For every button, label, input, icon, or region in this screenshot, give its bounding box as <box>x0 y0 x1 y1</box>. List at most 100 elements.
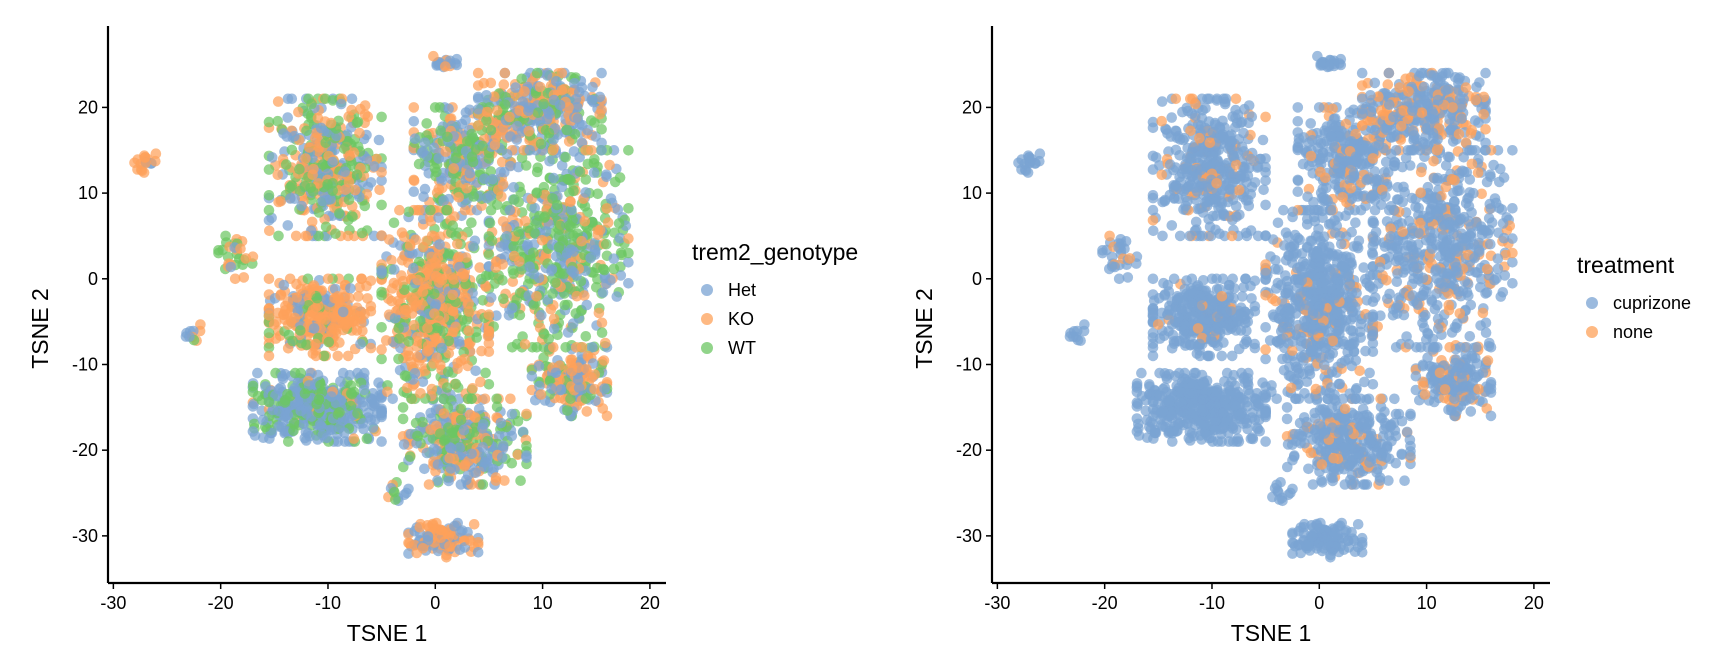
data-point <box>278 279 290 291</box>
data-point <box>238 272 250 283</box>
data-point <box>436 342 448 354</box>
data-point <box>506 430 518 442</box>
data-point <box>508 250 520 262</box>
data-point <box>587 81 598 93</box>
data-point <box>531 67 543 79</box>
data-point <box>586 115 597 126</box>
data-point <box>306 216 318 228</box>
data-point <box>268 319 280 330</box>
data-point <box>477 441 489 453</box>
data-point <box>400 308 411 320</box>
data-point <box>477 479 489 490</box>
data-point <box>459 353 470 365</box>
data-point <box>1292 174 1304 186</box>
legend-key-het <box>701 284 713 296</box>
data-point <box>296 200 307 212</box>
legend-label-het: Het <box>728 280 756 300</box>
data-point <box>277 373 289 385</box>
data-point <box>548 172 559 184</box>
data-point <box>444 541 455 552</box>
data-point <box>623 278 634 289</box>
data-point <box>593 307 605 319</box>
data-point <box>519 338 531 350</box>
data-point <box>403 206 415 218</box>
data-point <box>604 159 615 171</box>
data-point <box>567 318 579 329</box>
data-point <box>376 267 388 279</box>
data-point <box>411 351 423 363</box>
data-point <box>408 174 420 186</box>
data-point <box>425 204 436 216</box>
data-point <box>483 309 495 321</box>
data-point <box>544 155 555 167</box>
data-point <box>421 150 433 162</box>
data-point <box>308 323 320 334</box>
data-point <box>304 142 315 153</box>
data-point <box>290 230 302 242</box>
data-point <box>343 214 354 226</box>
data-point <box>272 115 284 127</box>
data-point <box>554 220 566 232</box>
data-point <box>571 342 582 353</box>
data-point <box>623 257 634 268</box>
data-point <box>431 322 443 334</box>
data-point <box>449 520 460 532</box>
data-point <box>442 131 453 143</box>
data-point <box>576 82 588 93</box>
data-point <box>450 378 462 390</box>
data-point <box>294 163 305 175</box>
data-point <box>356 273 367 285</box>
data-point <box>551 76 562 87</box>
data-point <box>330 228 341 239</box>
data-point <box>470 412 481 423</box>
data-point <box>311 292 323 304</box>
data-point <box>365 301 377 312</box>
data-point <box>450 153 461 164</box>
data-point <box>556 85 568 96</box>
data-point <box>541 70 553 81</box>
data-point <box>433 212 444 223</box>
data-point <box>274 405 285 417</box>
data-point <box>573 382 585 394</box>
data-point <box>454 544 466 555</box>
data-point <box>409 133 421 144</box>
data-point <box>538 212 550 224</box>
data-point <box>263 190 275 201</box>
data-point <box>327 156 338 168</box>
data-point <box>373 134 385 146</box>
data-point <box>390 494 401 505</box>
data-point <box>508 241 519 252</box>
data-point <box>450 321 462 333</box>
data-point <box>409 368 421 379</box>
data-point <box>263 273 275 285</box>
data-point <box>357 396 368 408</box>
x-tick-label: 20 <box>640 593 660 613</box>
data-point <box>376 230 387 241</box>
data-point <box>491 401 503 413</box>
data-point <box>462 136 473 147</box>
data-point <box>419 137 431 148</box>
y-tick-label: 20 <box>78 97 98 117</box>
data-point <box>597 263 609 275</box>
data-point <box>438 408 450 419</box>
data-point <box>596 327 608 339</box>
data-point <box>394 204 405 216</box>
data-point <box>339 166 351 177</box>
data-point <box>348 433 360 445</box>
data-point <box>273 230 284 242</box>
data-point <box>359 200 371 212</box>
data-point <box>523 105 534 117</box>
data-point <box>418 191 429 202</box>
data-point <box>1272 217 1284 229</box>
data-point <box>1147 273 1159 285</box>
data-point <box>579 216 591 227</box>
data-point <box>429 102 441 113</box>
data-point <box>310 132 321 144</box>
data-point <box>434 239 445 250</box>
data-point <box>523 126 535 137</box>
data-point <box>263 116 275 128</box>
data-point <box>521 450 532 461</box>
data-point <box>407 293 418 305</box>
data-point <box>320 221 332 233</box>
